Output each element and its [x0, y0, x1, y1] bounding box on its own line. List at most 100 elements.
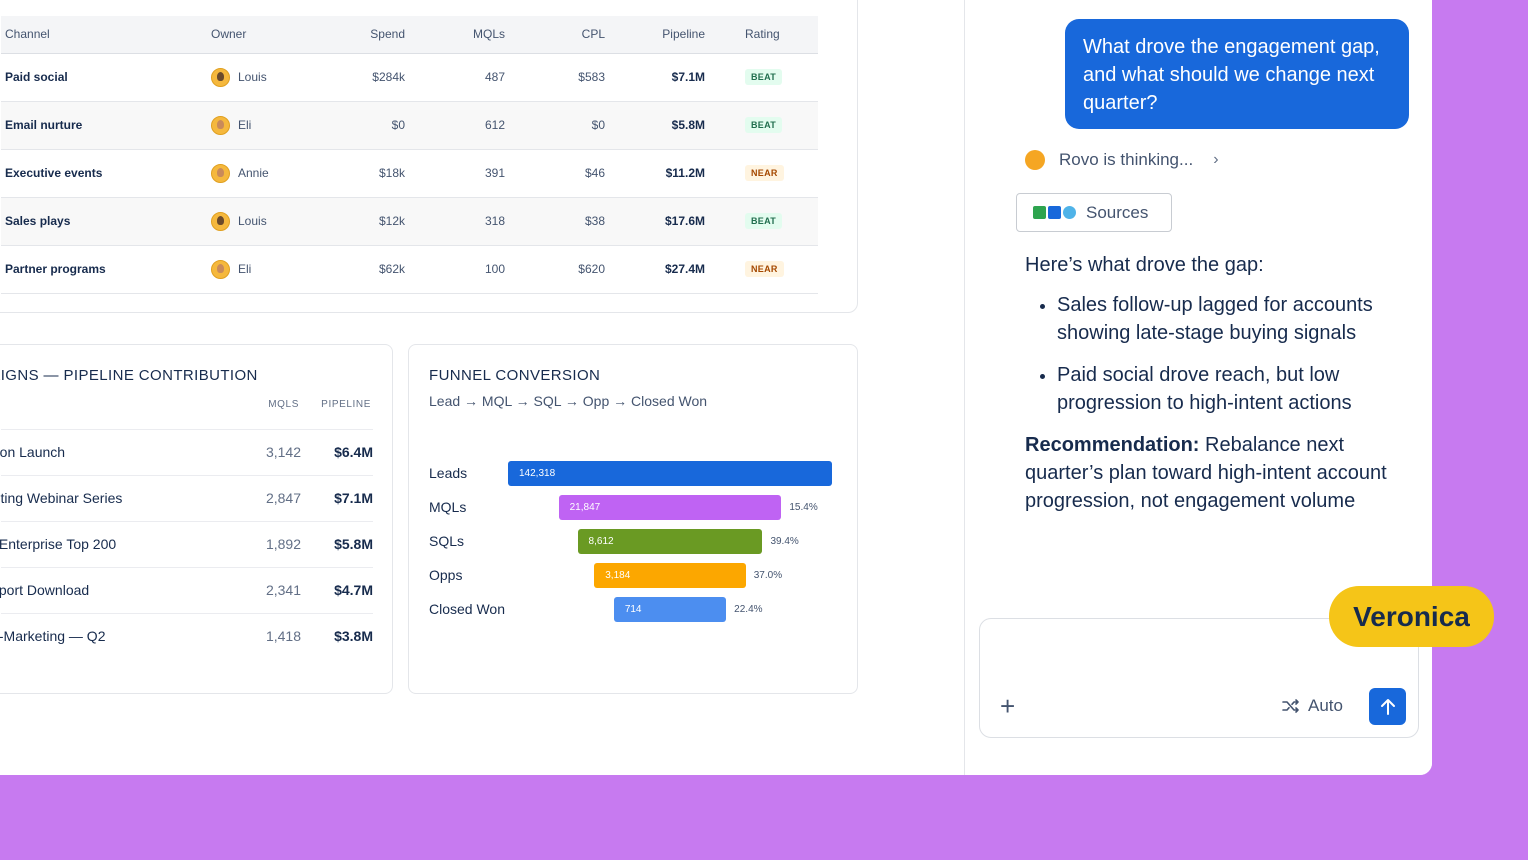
channel-name: Sales plays [1, 197, 211, 246]
send-button[interactable] [1369, 688, 1406, 725]
arrow-up-icon [1380, 698, 1395, 715]
funnel-bar[interactable]: 142,318 [508, 461, 832, 486]
answer-intro: Here’s what drove the gap: [1025, 254, 1264, 276]
auto-mode-button[interactable]: Auto [1282, 696, 1343, 716]
campaign-mqls: 3,142 [265, 444, 301, 460]
owner-name: Louis [238, 70, 267, 84]
cpl-cell: $620 [505, 245, 605, 294]
funnel-bar[interactable]: 714 [613, 597, 727, 622]
channels-table-card: Channel Owner Spend MQLs CPL Pipeline Ra… [0, 0, 858, 313]
chat-panel: What drove the engagement gap, and what … [964, 0, 1432, 775]
campaign-row[interactable]: Report Download 2,341 $4.7M [0, 567, 373, 613]
mqls-cell: 100 [405, 245, 505, 294]
campaign-pipeline: $4.7M [334, 582, 373, 598]
col-header-channel[interactable]: Channel [1, 16, 211, 54]
collaborator-name-tag: Veronica [1329, 586, 1494, 647]
campaigns-card: PAIGNS — PIPELINE CONTRIBUTION MQLS PIPE… [0, 344, 393, 694]
recommendation-text: Rebalance next quarter’s plan toward hig… [1025, 434, 1387, 512]
col-header-owner[interactable]: Owner [211, 16, 321, 54]
funnel-stage-label: Leads [429, 465, 468, 481]
funnel-stage-label: MQLs [429, 499, 467, 515]
status-badge: BEAT [745, 213, 783, 229]
assistant-answer: Here’s what drove the gap: Sales follow-… [1025, 251, 1395, 515]
sheets-icon [1033, 206, 1046, 219]
thinking-indicator[interactable]: Rovo is thinking... › [1025, 150, 1219, 170]
owner-name: Eli [238, 262, 252, 276]
spend-cell: $12k [321, 197, 405, 246]
campaign-row[interactable]: rketing Webinar Series 2,847 $7.1M [0, 475, 373, 521]
spend-cell: $18k [321, 149, 405, 198]
thinking-text: Rovo is thinking... [1059, 150, 1194, 169]
campaign-pipeline: $5.8M [334, 536, 373, 552]
mqls-cell: 391 [405, 149, 505, 198]
auto-label: Auto [1308, 696, 1343, 715]
spend-cell: $62k [321, 245, 405, 294]
owner-cell: Annie [211, 149, 321, 198]
channel-name: Paid social [1, 53, 211, 102]
campaign-row[interactable]: tation Launch 3,142 $6.4M [0, 429, 373, 475]
funnel-subtitle: Lead → MQL → SQL → Opp → Closed Won [429, 393, 708, 409]
answer-bullet: Paid social drove reach, but low progres… [1057, 361, 1395, 417]
cpl-cell: $0 [505, 101, 605, 150]
status-badge: BEAT [745, 117, 783, 133]
table-row[interactable]: Executive events Annie $18k 391 $46 $11.… [1, 149, 818, 198]
sources-button[interactable]: Sources [1016, 193, 1172, 232]
confluence-icon [1048, 206, 1061, 219]
funnel-stage-label: Opps [429, 567, 463, 583]
campaign-mqls: 1,892 [265, 536, 301, 552]
owner-name: Annie [238, 166, 269, 180]
rovo-avatar-icon [1025, 150, 1045, 170]
funnel-conversion-pct: 37.0% [753, 570, 783, 581]
campaign-row[interactable]: — Enterprise Top 200 1,892 $5.8M [0, 521, 373, 567]
campaign-pipeline: $6.4M [334, 444, 373, 460]
funnel-conversion-pct: 22.4% [734, 604, 763, 615]
add-attachment-button[interactable]: + [1000, 691, 1016, 721]
col-header-spend[interactable]: Spend [321, 16, 405, 54]
owner-name: Eli [238, 118, 252, 132]
mqls-cell: 487 [405, 53, 505, 102]
avatar [211, 115, 230, 135]
owner-cell: Louis [211, 53, 321, 102]
col-header-pipeline[interactable]: Pipeline [605, 16, 705, 54]
rating-cell: NEAR [705, 245, 818, 294]
campaign-mqls: 2,847 [265, 490, 301, 506]
campaign-pipeline: $7.1M [334, 490, 373, 506]
funnel-bar[interactable]: 3,184 [594, 563, 746, 588]
recommendation-label: Recommendation: [1025, 434, 1200, 456]
campaign-pipeline: $3.8M [334, 628, 373, 644]
mqls-cell: 612 [405, 101, 505, 150]
funnel-stage-label: SQLs [429, 533, 465, 549]
pipeline-cell: $27.4M [605, 245, 705, 294]
campaign-row[interactable]: Co-Marketing — Q2 1,418 $3.8M [0, 613, 373, 659]
rating-cell: BEAT [705, 53, 818, 102]
avatar [211, 163, 230, 183]
col-header-rating[interactable]: Rating [705, 16, 818, 54]
col-header-cpl[interactable]: CPL [505, 16, 605, 54]
spend-cell: $0 [321, 101, 405, 150]
status-badge: BEAT [745, 69, 783, 85]
rating-cell: NEAR [705, 149, 818, 198]
table-row[interactable]: Partner programs Eli $62k 100 $620 $27.4… [1, 245, 818, 294]
source-icons [1033, 206, 1076, 219]
channel-name: Email nurture [1, 101, 211, 150]
funnel-card: FUNNEL CONVERSION Lead → MQL → SQL → Opp… [408, 344, 858, 694]
status-badge: NEAR [745, 261, 784, 277]
pipeline-cell: $11.2M [605, 149, 705, 198]
cpl-cell: $583 [505, 53, 605, 102]
campaigns-col-pipeline: PIPELINE [321, 399, 371, 410]
avatar [211, 67, 230, 87]
funnel-stage-label: Closed Won [429, 601, 506, 617]
channel-name: Executive events [1, 149, 211, 198]
table-row[interactable]: Email nurture Eli $0 612 $0 $5.8M BEAT [1, 101, 818, 150]
rating-cell: BEAT [705, 101, 818, 150]
app-window: Channel Owner Spend MQLs CPL Pipeline Ra… [0, 0, 1432, 775]
col-header-mqls[interactable]: MQLs [405, 16, 505, 54]
rating-cell: BEAT [705, 197, 818, 246]
avatar [211, 211, 230, 231]
table-row[interactable]: Sales plays Louis $12k 318 $38 $17.6M BE… [1, 197, 818, 246]
answer-bullets: Sales follow-up lagged for accounts show… [1057, 291, 1395, 417]
table-row[interactable]: Paid social Louis $284k 487 $583 $7.1M B… [1, 53, 818, 102]
campaign-name: tation Launch [0, 444, 66, 460]
funnel-bar[interactable]: 21,847 [558, 495, 782, 520]
funnel-bar[interactable]: 8,612 [577, 529, 763, 554]
